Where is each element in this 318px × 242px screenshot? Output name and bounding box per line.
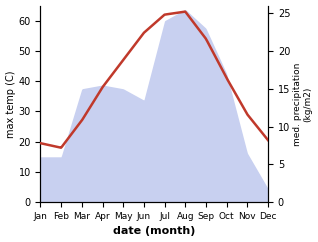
X-axis label: date (month): date (month): [113, 227, 196, 236]
Y-axis label: med. precipitation
(kg/m2): med. precipitation (kg/m2): [293, 62, 313, 145]
Y-axis label: max temp (C): max temp (C): [5, 70, 16, 138]
